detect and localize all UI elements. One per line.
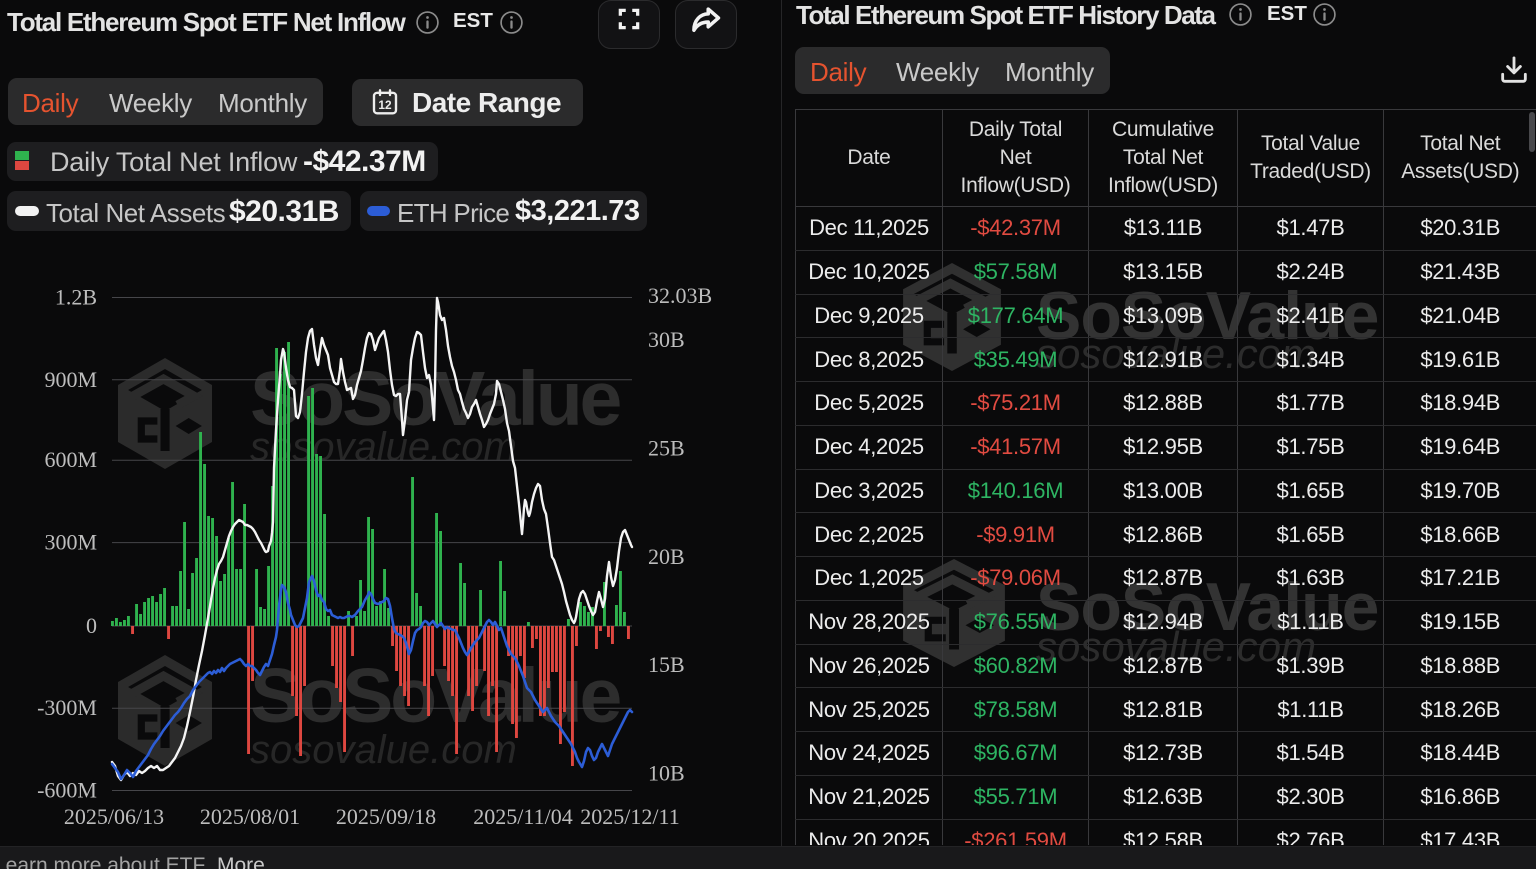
svg-text:2025/06/13: 2025/06/13 — [64, 804, 164, 829]
svg-text:15B: 15B — [648, 652, 685, 677]
svg-text:1.2B: 1.2B — [55, 285, 97, 310]
svg-text:2025/08/01: 2025/08/01 — [200, 804, 300, 829]
svg-text:20B: 20B — [648, 544, 685, 569]
svg-text:12: 12 — [378, 98, 392, 112]
svg-text:-600M: -600M — [37, 778, 97, 803]
svg-text:25B: 25B — [648, 436, 685, 461]
svg-text:-300M: -300M — [37, 695, 97, 720]
svg-text:0: 0 — [86, 613, 97, 638]
svg-text:2025/12/11: 2025/12/11 — [580, 804, 679, 829]
svg-text:600M: 600M — [44, 447, 97, 472]
svg-text:10B: 10B — [648, 761, 685, 786]
svg-text:2025/09/18: 2025/09/18 — [336, 804, 436, 829]
svg-text:30B: 30B — [648, 327, 685, 352]
svg-text:2025/11/04: 2025/11/04 — [473, 804, 572, 829]
svg-text:32.03B: 32.03B — [648, 283, 712, 308]
svg-text:300M: 300M — [44, 530, 97, 555]
svg-text:900M: 900M — [44, 367, 97, 392]
